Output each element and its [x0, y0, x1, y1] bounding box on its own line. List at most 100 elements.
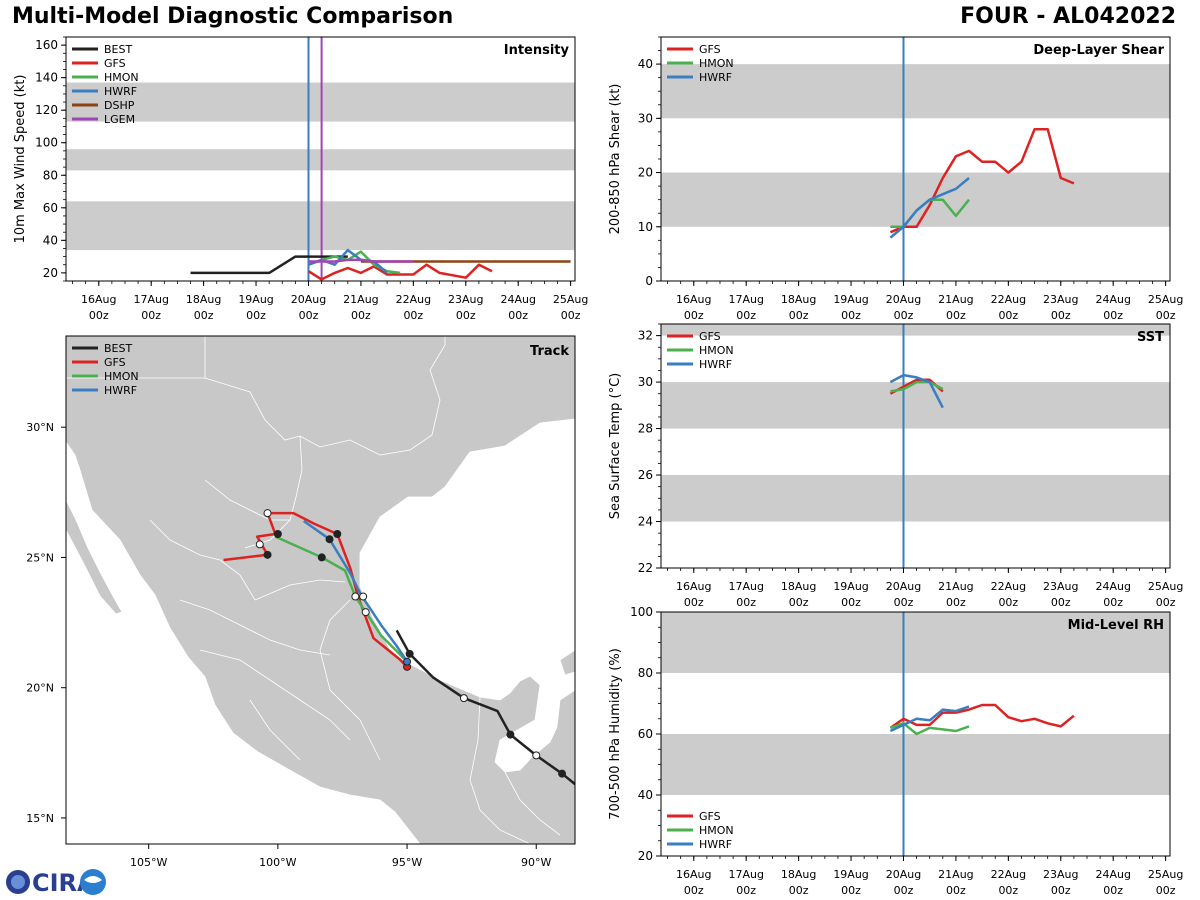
track-markers [255, 509, 567, 778]
intensity-series-lgem [308, 258, 414, 263]
track-ytick-label-2: 25°N [26, 551, 54, 564]
rh-ytick-label: 40 [638, 788, 653, 802]
track-marker-best [506, 730, 515, 739]
intensity-legend-text-dshp: DSHP [104, 99, 135, 112]
sst-xtick-hour-3: 00z [841, 596, 861, 609]
intensity-xtick-day-2: 18Aug [186, 293, 221, 306]
track-marker-hwrf [403, 657, 412, 666]
rh-xtick-hour-2: 00z [789, 884, 809, 897]
track-marker-best [459, 694, 468, 703]
track-marker-gfs [273, 529, 282, 538]
track-marker-gfs [255, 540, 264, 549]
sst-xtick-hour-8: 00z [1103, 596, 1123, 609]
rh-xtick-hour-3: 00z [841, 884, 861, 897]
intensity-xtick-day-4: 20Aug [291, 293, 326, 306]
intensity-ytick-label: 20 [43, 266, 58, 280]
track-legend: BEST GFS HMON HWRF [72, 342, 139, 397]
sst-xtick-hour-9: 00z [1156, 596, 1176, 609]
intensity-panel-label: Intensity [504, 43, 570, 58]
sst-band-0 [661, 475, 1170, 522]
sst-xtick-hour-2: 00z [789, 596, 809, 609]
track-legend-text-hmon: HMON [104, 370, 139, 383]
track-marker-hmon [317, 553, 326, 562]
shear-xtick-hour-1: 00z [736, 309, 756, 322]
rh-xtick-day-5: 21Aug [938, 868, 973, 881]
rh-xtick-hour-6: 00z [998, 884, 1018, 897]
shear-plot-area [661, 37, 1170, 281]
rh-legend-text-hwrf: HWRF [699, 838, 732, 851]
track-marker-gfs [359, 592, 368, 601]
intensity-ytick-label: 140 [35, 71, 58, 85]
intensity-band-1 [66, 149, 575, 171]
sst-legend-text-hmon: HMON [699, 344, 734, 357]
shear-xtick-hour-0: 00z [684, 309, 704, 322]
sst-ytick-label: 28 [638, 422, 653, 436]
shear-xtick-hour-3: 00z [841, 309, 861, 322]
storm-id-title: FOUR - AL042022 [960, 4, 1176, 29]
rh-panel-label: Mid-Level RH [1068, 618, 1164, 633]
track-ytick-label-1: 20°N [26, 682, 54, 695]
intensity-xtick-day-3: 19Aug [238, 293, 273, 306]
shear-xtick-hour-9: 00z [1156, 309, 1176, 322]
rh-ytick-label: 100 [630, 605, 653, 619]
rh-legend-text-gfs: GFS [699, 810, 721, 823]
intensity-ytick-label: 80 [43, 168, 58, 182]
sst-ytick-label: 22 [638, 561, 653, 575]
rh-band-0 [661, 734, 1170, 795]
sst-xtick-hour-0: 00z [684, 596, 704, 609]
sst-xtick-day-6: 22Aug [991, 580, 1026, 593]
sst-xtick-day-1: 17Aug [728, 580, 763, 593]
intensity-xtick-hour-3: 00z [246, 309, 266, 322]
shear-series-hwrf [889, 177, 970, 239]
track-legend-text-gfs: GFS [104, 356, 126, 369]
track-panel-label: Track [530, 344, 569, 359]
track-marker-gfs [333, 529, 342, 538]
sst-xtick-hour-4: 00z [894, 596, 914, 609]
track-xtick-label-1: 100°W [259, 856, 296, 869]
figure-title: Multi-Model Diagnostic Comparison [12, 4, 454, 29]
cira-logo: CIRA [6, 869, 106, 897]
land-masses [66, 336, 575, 844]
shear-ytick-label: 20 [638, 166, 653, 180]
rh-xtick-day-8: 24Aug [1095, 868, 1130, 881]
rh-ylabel: 700-500 hPa Humidity (%) [608, 648, 623, 820]
sst-series-hwrf [889, 373, 944, 409]
intensity-band-2 [66, 82, 575, 122]
sst-band-1 [661, 382, 1170, 429]
shear-band-0 [661, 172, 1170, 227]
sst-ytick-label: 32 [638, 329, 653, 343]
sst-ytick-label: 26 [638, 468, 653, 482]
shear-xtick-day-9: 25Aug [1148, 293, 1183, 306]
sst-xtick-day-8: 24Aug [1095, 580, 1130, 593]
track-ytick-label-0: 15°N [26, 812, 54, 825]
intensity-ytick-label: 100 [35, 136, 58, 150]
shear-band-1 [661, 64, 1170, 119]
track-marker-best [405, 649, 414, 658]
rh-ytick-label: 80 [638, 666, 653, 680]
intensity-legend-text-best: BEST [104, 43, 132, 56]
intensity-xtick-hour-2: 00z [194, 309, 214, 322]
intensity-xtick-day-5: 21Aug [343, 293, 378, 306]
shear-series-gfs [889, 127, 1075, 234]
rh-ytick-label: 60 [638, 727, 653, 741]
intensity-xtick-hour-8: 00z [508, 309, 528, 322]
rh-series-hwrf [889, 705, 970, 733]
sst-ylabel: Sea Surface Temp (°C) [608, 373, 623, 520]
rh-xtick-hour-9: 00z [1156, 884, 1176, 897]
intensity-xtick-hour-7: 00z [456, 309, 476, 322]
shear-legend-text-hmon: HMON [699, 57, 734, 70]
sst-plot-area [661, 324, 1170, 568]
track-axis: 105°W 100°W 95°W 90°W 15°N 20°N 25°N 30°N [26, 421, 551, 869]
intensity-ytick-label: 60 [43, 201, 58, 215]
rh-xtick-hour-0: 00z [684, 884, 704, 897]
sst-panel: 22 24 26 28 30 32 16Aug 00z 17Aug 00z 18Aug 00z 19Au… [608, 323, 1183, 609]
intensity-plot-area [66, 37, 575, 281]
intensity-xtick-day-0: 16Aug [81, 293, 116, 306]
track-legend-text-best: BEST [104, 342, 132, 355]
track-marker-gfs [263, 550, 272, 559]
shear-ytick-label: 0 [645, 274, 653, 288]
sst-legend-text-hwrf: HWRF [699, 358, 732, 371]
shear-ytick-label: 40 [638, 57, 653, 71]
shear-xtick-day-4: 20Aug [886, 293, 921, 306]
